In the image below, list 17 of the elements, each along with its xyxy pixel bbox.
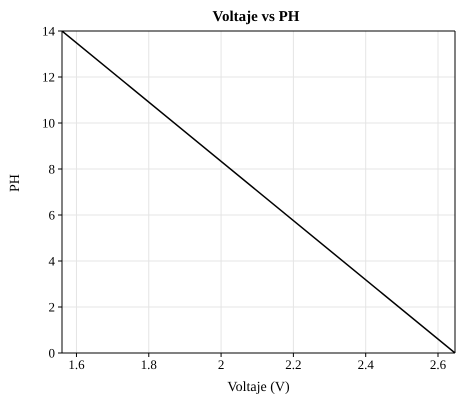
y-tick-label: 10 [42, 116, 55, 131]
y-tick-label: 2 [48, 300, 55, 315]
y-tick-label: 6 [48, 208, 56, 223]
x-tick-label: 2.2 [285, 357, 302, 372]
y-axis-title: PH [8, 174, 23, 192]
x-axis-title: Voltaje (V) [227, 380, 290, 395]
chart-title: Voltaje vs PH [212, 9, 300, 25]
y-tick-label: 0 [48, 346, 55, 361]
x-tick-label: 2 [218, 357, 224, 372]
y-tick-label: 12 [42, 70, 55, 85]
x-tick-label: 1.8 [140, 357, 157, 372]
y-tick-label: 4 [48, 254, 56, 269]
x-tick-label: 1.6 [68, 357, 86, 372]
x-tick-label: 2.6 [430, 357, 447, 372]
x-tick-label: 2.4 [358, 357, 374, 372]
y-tick-label: 8 [48, 162, 55, 177]
y-tick-label: 14 [42, 24, 56, 39]
